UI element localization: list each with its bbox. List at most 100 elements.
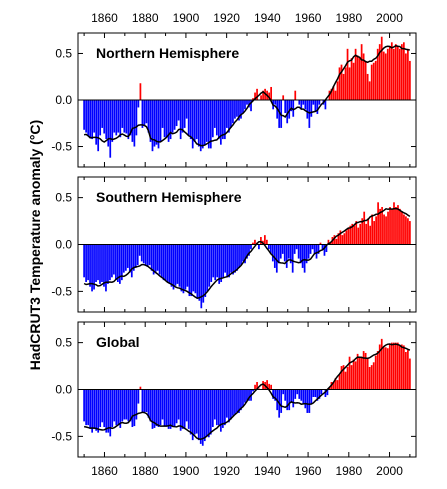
bar xyxy=(392,342,395,390)
bar xyxy=(287,244,290,259)
bar xyxy=(95,244,97,282)
bar xyxy=(352,359,355,390)
bar xyxy=(180,244,183,292)
x-tick-label: 1960 xyxy=(295,464,322,478)
x-tick-label: 1940 xyxy=(254,464,281,478)
bar xyxy=(119,100,122,138)
bar xyxy=(222,244,225,278)
bar xyxy=(179,100,182,140)
bar xyxy=(207,389,210,438)
bar xyxy=(214,244,217,281)
bar xyxy=(224,389,226,426)
bar xyxy=(217,389,220,426)
bar xyxy=(148,244,151,266)
bar xyxy=(181,100,184,133)
bar xyxy=(113,100,116,133)
bar xyxy=(401,211,403,245)
x-tick-label: 1940 xyxy=(254,11,281,25)
bar xyxy=(394,44,397,100)
bar xyxy=(270,384,272,390)
bar xyxy=(306,389,309,413)
bar xyxy=(394,342,397,390)
bar xyxy=(141,389,144,412)
bar xyxy=(131,389,134,427)
bar xyxy=(140,244,143,262)
bar xyxy=(150,244,153,271)
bar xyxy=(356,353,359,390)
bar xyxy=(399,208,401,245)
bar xyxy=(111,244,113,278)
bar xyxy=(160,244,163,278)
bar xyxy=(313,244,316,254)
x-tick-label: 1980 xyxy=(335,464,362,478)
bar xyxy=(105,244,107,292)
bar xyxy=(378,344,381,390)
bar xyxy=(386,48,389,100)
bar xyxy=(236,100,238,117)
bar xyxy=(204,244,207,297)
bar xyxy=(360,44,363,100)
bar xyxy=(117,244,119,282)
bar xyxy=(121,389,124,422)
bar xyxy=(167,389,170,429)
bar xyxy=(215,100,218,136)
bar xyxy=(210,244,213,282)
bar xyxy=(162,244,165,281)
bar xyxy=(369,225,372,245)
panel-global: 0.5 0.0 -0.5 Global xyxy=(51,321,417,458)
bar xyxy=(83,100,85,130)
x-tick-label: 1900 xyxy=(173,464,200,478)
bar xyxy=(192,244,195,292)
bar xyxy=(216,244,219,278)
bar xyxy=(189,100,192,140)
bar xyxy=(164,244,167,281)
bar xyxy=(273,244,276,268)
bar xyxy=(147,389,150,418)
bar xyxy=(366,357,369,390)
bar xyxy=(91,100,94,140)
bar xyxy=(346,48,349,100)
bar xyxy=(304,389,307,409)
bar xyxy=(384,347,387,390)
bar xyxy=(323,244,326,256)
bar xyxy=(149,100,152,142)
bar xyxy=(149,389,152,422)
bar xyxy=(157,389,160,427)
bar xyxy=(121,100,124,128)
bar xyxy=(153,389,156,428)
bar xyxy=(215,389,218,426)
bar xyxy=(181,389,184,429)
bar xyxy=(288,100,291,119)
bar xyxy=(211,389,214,427)
bars-group xyxy=(83,36,411,158)
bar xyxy=(85,244,87,282)
bar xyxy=(347,227,350,245)
bar xyxy=(156,244,159,271)
x-tick-label: 1880 xyxy=(132,11,159,25)
bar xyxy=(127,389,130,422)
bar xyxy=(119,244,121,284)
bar xyxy=(89,244,91,287)
bar xyxy=(202,244,205,303)
bar xyxy=(137,100,140,108)
bar xyxy=(163,100,166,138)
bar xyxy=(398,345,401,390)
bar xyxy=(319,242,322,245)
bar xyxy=(175,389,178,424)
bar xyxy=(120,244,123,281)
bar xyxy=(371,214,374,245)
bar xyxy=(326,389,329,396)
bar xyxy=(137,389,140,404)
bar xyxy=(269,244,272,254)
bar xyxy=(109,244,111,281)
panel-title: Southern Hemisphere xyxy=(96,189,242,205)
bar xyxy=(199,389,202,444)
bar xyxy=(103,100,106,134)
bar xyxy=(250,244,252,250)
bar xyxy=(143,389,146,412)
bar xyxy=(289,244,292,264)
x-tick-label: 1920 xyxy=(213,464,240,478)
bar xyxy=(103,389,106,427)
bar xyxy=(165,100,168,138)
